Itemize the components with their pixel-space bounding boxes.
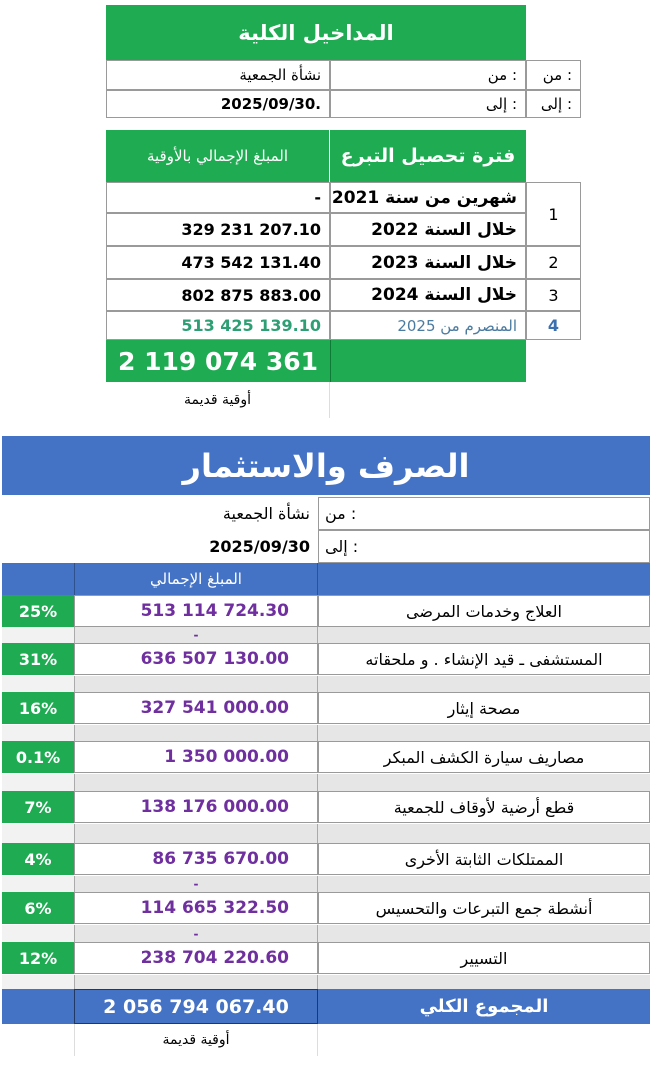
spacer-amount-cell: -: [74, 925, 318, 942]
income-period-cell: خلال السنة 2024: [330, 279, 526, 311]
income-side-from: من :: [526, 60, 581, 90]
income-total-blank: [330, 340, 526, 382]
income-row-number: 1: [526, 182, 581, 246]
spending-amount-cell: 238 704 220.60: [74, 942, 318, 974]
income-period-cell: خلال السنة 2022: [330, 213, 526, 246]
percentage-badge: 16%: [2, 692, 74, 724]
percentage-badge: 4%: [2, 843, 74, 875]
income-header-period: فترة تحصيل التبرع: [330, 130, 526, 182]
income-to-label: إلى :: [330, 90, 526, 118]
income-period-cell: خلال السنة 2023: [330, 246, 526, 279]
spacer-cell: [2, 725, 74, 741]
spending-label-cell: أنشطة جمع التبرعات والتحسيس: [318, 892, 650, 924]
spacer-cell: [2, 774, 74, 791]
spending-amount-cell: 636 507 130.00: [74, 643, 318, 675]
spacer-cell: [318, 824, 650, 843]
income-amount-cell: 802 875 883.00: [106, 279, 330, 311]
percentage-badge: 12%: [2, 942, 74, 974]
spending-to-label-text: إلى :: [325, 537, 359, 556]
spending-amount-cell: 114 665 322.50: [74, 892, 318, 924]
spending-total-label: المجموع الكلي: [318, 989, 650, 1024]
spending-amount-cell: 513 114 724.30: [74, 595, 318, 627]
income-row-number: 4: [526, 311, 581, 340]
spending-title: الصرف والاستثمار: [2, 436, 650, 495]
income-period-cell: المنصرم من 2025: [330, 311, 526, 340]
spacer-cell: [318, 876, 650, 892]
income-total: 2 119 074 361: [106, 340, 330, 382]
spending-to-label: إلى :: [318, 530, 650, 563]
spacer-cell: [2, 925, 74, 942]
income-amount-cell: 329 231 207.10: [106, 213, 330, 246]
spacer-cell: [318, 774, 650, 791]
spacer-cell: [318, 627, 650, 643]
income-header-amount: المبلغ الإجمالي بالأوقية: [106, 130, 330, 182]
percentage-badge: 7%: [2, 791, 74, 823]
spending-amount-cell: 327 541 000.00: [74, 692, 318, 724]
spending-to-value: 2025/09/30: [209, 537, 310, 556]
income-amount-cell: 513 425 139.10: [106, 311, 330, 340]
percentage-badge: 25%: [2, 595, 74, 627]
spending-label-cell: المستشفى ـ قيد الإنشاء . و ملحقاته: [318, 643, 650, 675]
spending-from-value: نشأة الجمعية: [222, 504, 310, 523]
percentage-badge: 6%: [2, 892, 74, 924]
spacer-cell: [2, 627, 74, 643]
income-row-number: 2: [526, 246, 581, 279]
spacer-amount-cell: [74, 725, 318, 741]
spending-amount-cell: 1 350 000.00: [74, 741, 318, 773]
spacer-cell: [2, 975, 74, 989]
spending-label-cell: العلاج وخدمات المرضى: [318, 595, 650, 627]
income-row-number: 3: [526, 279, 581, 311]
spending-label-cell: التسيير: [318, 942, 650, 974]
spending-currency: أوقية قديمة: [74, 1024, 318, 1056]
spacer-cell: [2, 824, 74, 843]
spacer-cell: [2, 676, 74, 692]
spacer-amount-cell: -: [74, 876, 318, 892]
spending-amount-cell: 86 735 670.00: [74, 843, 318, 875]
income-amount-cell: 473 542 131.40: [106, 246, 330, 279]
income-from-label: من :: [330, 60, 526, 90]
percentage-badge: 0.1%: [2, 741, 74, 773]
spending-from-label: من :: [318, 497, 650, 530]
income-currency: أوقية قديمة: [106, 382, 330, 418]
spending-amount-cell: 138 176 000.00: [74, 791, 318, 823]
spacer-cell: [318, 925, 650, 942]
spending-header-label-blank: [318, 563, 650, 595]
spending-label-cell: الممتلكات الثابتة الأخرى: [318, 843, 650, 875]
income-amount-cell: -: [106, 182, 330, 213]
spacer-cell: [318, 975, 650, 989]
spending-total: 2 056 794 067.40: [74, 989, 318, 1024]
income-from-value: نشأة الجمعية: [106, 60, 330, 90]
spacer-amount-cell: [74, 975, 318, 989]
spacer-amount-cell: [74, 824, 318, 843]
income-title: المداخيل الكلية: [106, 5, 526, 60]
income-side-to: إلى :: [526, 90, 581, 118]
spending-from-label-text: من :: [325, 504, 357, 523]
spending-header-blank: [2, 563, 74, 595]
percentage-badge: 31%: [2, 643, 74, 675]
income-to-value: 2025/09/30.: [106, 90, 330, 118]
spending-label-cell: مصحة إيثار: [318, 692, 650, 724]
spacer-amount-cell: [74, 676, 318, 692]
spacer-cell: [318, 676, 650, 692]
spending-label-cell: مصاريف سيارة الكشف المبكر: [318, 741, 650, 773]
spending-header-amount: المبلغ الإجمالي: [74, 563, 318, 595]
spacer-amount-cell: -: [74, 627, 318, 643]
spacer-cell: [2, 876, 74, 892]
spacer-amount-cell: [74, 774, 318, 791]
spacer-cell: [318, 725, 650, 741]
spending-total-blank: [2, 989, 74, 1024]
income-period-cell: شهرين من سنة 2021: [330, 182, 526, 213]
spending-label-cell: قطع أرضية لأوقاف للجمعية: [318, 791, 650, 823]
